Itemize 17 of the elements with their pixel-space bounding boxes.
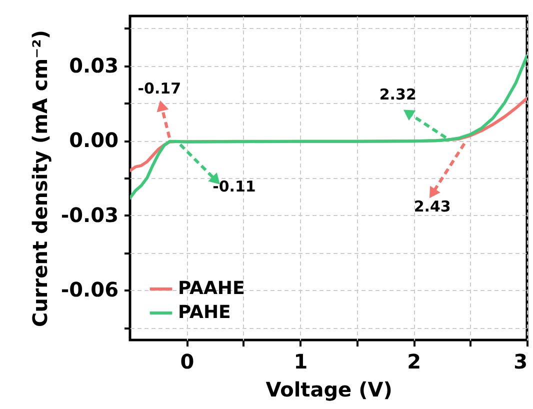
x-tick-label: 1 bbox=[294, 350, 308, 374]
line-series bbox=[130, 54, 527, 200]
y-axis-title: Current density (mA cm⁻²) bbox=[28, 30, 52, 327]
annotation: -0.11 bbox=[212, 178, 256, 196]
x-tick-label: 3 bbox=[514, 350, 528, 374]
annotation: 2.32 bbox=[379, 86, 416, 104]
y-tick-label: -0.06 bbox=[60, 278, 118, 302]
annotation: -0.17 bbox=[138, 80, 182, 98]
legend-label: PAHE bbox=[178, 302, 231, 323]
x-tick-label: 2 bbox=[407, 350, 422, 374]
y-tick-label: 0.03 bbox=[69, 53, 118, 78]
y-tick-label: 0.00 bbox=[69, 128, 118, 152]
y-tick-label: -0.03 bbox=[60, 202, 118, 227]
x-axis-title: Voltage (V) bbox=[266, 378, 392, 402]
legend-label: PAAHE bbox=[178, 278, 245, 299]
annotation: 2.43 bbox=[414, 198, 451, 216]
x-tick-label: 0 bbox=[180, 350, 194, 374]
